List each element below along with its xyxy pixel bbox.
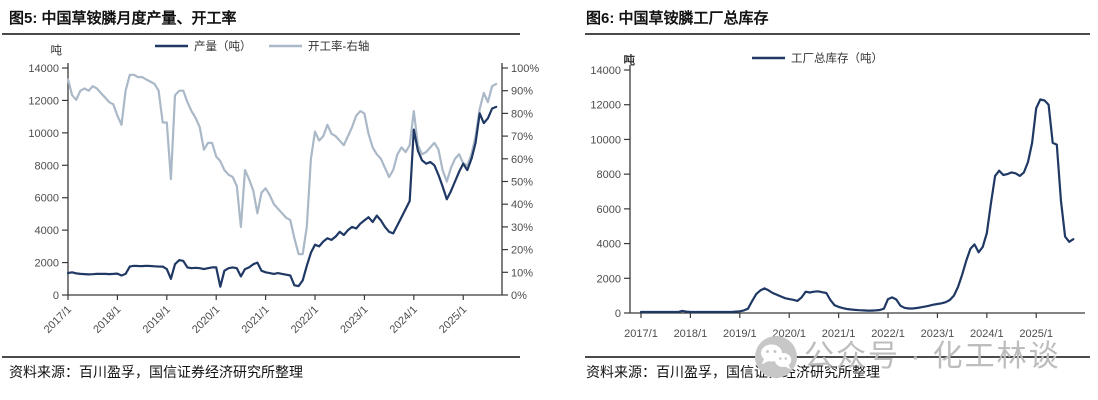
svg-text:50%: 50% [511,177,533,189]
svg-text:2021/1: 2021/1 [822,328,856,340]
svg-text:2017/1: 2017/1 [42,304,74,336]
svg-text:2025/1: 2025/1 [437,304,469,336]
figure5-line-chart: 0 2000 4000 6000 8000 10000 12000 14000 0% 10% 20%… [28,39,539,336]
svg-text:70%: 70% [511,131,533,143]
svg-text:8000: 8000 [597,169,621,181]
figure5-title-divider [2,33,520,35]
svg-text:4000: 4000 [597,239,621,251]
svg-text:6000: 6000 [35,193,59,205]
svg-text:10%: 10% [511,267,533,279]
svg-text:0: 0 [615,308,621,320]
svg-text:100%: 100% [511,63,539,75]
svg-text:开工率-右轴: 开工率-右轴 [308,39,369,53]
svg-text:2025/1: 2025/1 [1019,328,1053,340]
figure5-source: 资料来源：百川盈孚，国信证券经济研究所整理 [9,364,303,380]
svg-text:2019/1: 2019/1 [141,304,173,336]
svg-text:2023/1: 2023/1 [338,304,370,336]
figure5-panel: 图5: 中国草铵膦月度产量、开工率 0 2000 4000 6000 8000 10000… [2,10,539,380]
svg-text:14000: 14000 [590,65,621,77]
svg-text:2024/1: 2024/1 [970,328,1004,340]
svg-text:30%: 30% [511,222,533,234]
svg-text:2022/1: 2022/1 [289,304,321,336]
svg-text:工厂总库存（吨）: 工厂总库存（吨） [791,51,883,65]
svg-text:10000: 10000 [590,134,621,146]
figure6-panel: 图6: 中国草铵膦工厂总库存 0 2000 4000 6000 8000 10000 120… [549,0,1098,400]
svg-text:0: 0 [53,290,59,302]
figure6-title-divider [585,33,1090,35]
svg-text:2020/1: 2020/1 [772,328,806,340]
svg-text:2023/1: 2023/1 [921,328,955,340]
svg-text:20%: 20% [511,245,533,257]
svg-text:2019/1: 2019/1 [723,328,757,340]
figure6-source: 资料来源：百川盈孚，国信证券经济研究所整理 [586,364,880,380]
svg-text:12000: 12000 [590,100,621,112]
svg-text:2021/1: 2021/1 [239,304,271,336]
figure5-source-divider [2,356,520,358]
svg-text:12000: 12000 [28,95,59,107]
svg-text:产量（吨）: 产量（吨） [194,39,252,53]
svg-text:60%: 60% [511,154,533,166]
svg-text:80%: 80% [511,108,533,120]
figure6-line-chart: 0 2000 4000 6000 8000 10000 12000 14000 2017/1 20… [590,51,1085,340]
svg-text:2000: 2000 [35,258,59,270]
svg-text:90%: 90% [511,86,533,98]
svg-text:2018/1: 2018/1 [674,328,708,340]
svg-text:2020/1: 2020/1 [190,304,222,336]
svg-text:0%: 0% [511,290,527,302]
svg-text:吨: 吨 [51,44,63,57]
figure5-title: 图5: 中国草铵膦月度产量、开工率 [9,10,237,27]
svg-text:6000: 6000 [597,204,621,216]
figure6-source-divider [585,356,1090,358]
svg-text:4000: 4000 [35,225,59,237]
svg-text:8000: 8000 [35,160,59,172]
svg-text:2000: 2000 [597,273,621,285]
svg-text:2022/1: 2022/1 [871,328,905,340]
svg-text:2017/1: 2017/1 [624,328,658,340]
svg-text:吨: 吨 [624,53,636,67]
svg-text:2024/1: 2024/1 [388,304,420,336]
svg-text:14000: 14000 [28,63,59,75]
figure6-title: 图6: 中国草铵膦工厂总库存 [586,10,769,27]
svg-text:40%: 40% [511,199,533,211]
svg-text:10000: 10000 [28,128,59,140]
svg-text:2018/1: 2018/1 [91,304,123,336]
